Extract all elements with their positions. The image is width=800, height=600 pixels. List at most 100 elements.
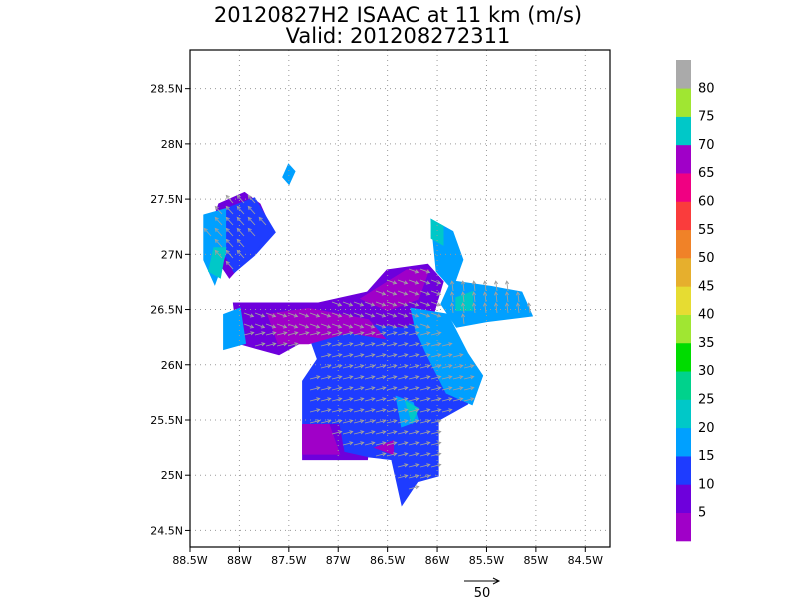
- wind-vector-18: [225, 238, 234, 248]
- wind-vector-46: [364, 301, 376, 307]
- y-tick-label: 28.5N: [150, 83, 183, 96]
- wind-vector-shaft: [309, 323, 320, 328]
- wind-vector-head: [437, 342, 442, 347]
- colorbar-label: 75: [698, 110, 715, 125]
- wind-vector-shaft: [386, 387, 397, 391]
- wind-vector-107: [276, 331, 288, 336]
- wind-vector-head: [315, 313, 321, 318]
- colorbar-segment: [676, 144, 691, 174]
- wind-vector-8: [225, 216, 234, 226]
- wind-vector-shaft: [408, 312, 419, 317]
- wind-vector-shaft: [419, 409, 430, 413]
- wind-vector-222: [441, 408, 453, 413]
- wind-vector-37: [449, 280, 455, 292]
- wind-vector-114: [353, 331, 365, 336]
- wind-vector-shaft: [364, 323, 375, 328]
- wind-vector-262: [419, 463, 431, 468]
- wind-vector-shaft: [353, 332, 364, 336]
- wind-vector-237: [353, 430, 365, 435]
- wind-vector-223: [309, 419, 321, 424]
- wind-vector-82: [493, 302, 499, 314]
- wind-vector-224: [320, 419, 332, 424]
- wind-vector-251: [408, 441, 420, 446]
- wind-vector-shaft: [441, 365, 452, 369]
- wind-vector-shaft: [243, 332, 254, 336]
- wind-vector-shaft: [408, 354, 419, 358]
- wind-vector-shaft: [237, 228, 245, 237]
- wind-vector-shaft: [419, 332, 430, 336]
- wind-vector-shaft: [254, 332, 265, 336]
- wind-vector-head: [436, 280, 442, 285]
- wind-vector-head: [459, 386, 464, 391]
- wind-vector-123: [265, 342, 277, 347]
- wind-vector-104: [243, 331, 255, 336]
- wind-vector-head: [404, 353, 409, 358]
- wind-vector-head: [382, 419, 387, 424]
- wind-vector-shaft: [254, 312, 265, 317]
- colorbar-label: 55: [698, 223, 715, 238]
- wind-vector-head: [371, 364, 376, 369]
- wind-vector-head: [526, 302, 532, 307]
- wind-vector-head: [349, 430, 354, 435]
- colorbar-label: 70: [698, 138, 715, 153]
- wind-vector-shaft: [386, 442, 397, 446]
- wind-vector-head: [381, 302, 387, 307]
- wind-vector-49: [397, 301, 409, 307]
- wind-vector-head: [382, 364, 387, 369]
- wind-vector-head: [504, 291, 510, 296]
- wind-vector-head: [371, 386, 376, 391]
- wind-vector-shaft: [331, 431, 342, 435]
- wind-region-8: [218, 197, 276, 274]
- wind-vector-98: [375, 323, 387, 329]
- wind-vector-shaft: [364, 398, 375, 402]
- wind-vector-62: [265, 312, 277, 318]
- y-tick-label: 25.5N: [150, 414, 183, 427]
- wind-vector-shaft: [342, 387, 353, 391]
- wind-vector-159: [408, 364, 420, 369]
- wind-vector-189: [408, 386, 420, 391]
- wind-vector-head: [382, 375, 387, 380]
- wind-vector-250: [397, 441, 409, 446]
- wind-vector-111: [320, 331, 332, 336]
- wind-vector-shaft: [397, 279, 408, 284]
- wind-vector-117: [386, 331, 398, 336]
- wind-vector-shaft: [386, 279, 397, 284]
- wind-vector-head: [327, 342, 332, 347]
- colorbar-segment: [676, 173, 691, 202]
- wind-vector-238: [364, 430, 376, 435]
- wind-vector-164: [463, 364, 475, 369]
- wind-vector-head: [437, 331, 442, 336]
- y-tick-label: 26N: [161, 359, 183, 372]
- wind-vector-head: [338, 419, 343, 424]
- wind-vector-shaft: [320, 354, 331, 358]
- wind-vector-head: [360, 386, 365, 391]
- wind-vector-shaft: [419, 420, 430, 424]
- wind-vector-head: [359, 302, 365, 307]
- wind-vector-147: [419, 353, 431, 358]
- wind-vector-shaft: [430, 376, 441, 380]
- wind-vector-shaft: [309, 312, 320, 317]
- wind-vector-head: [382, 408, 387, 413]
- wind-vector-230: [386, 419, 398, 424]
- wind-vector-47: [375, 301, 387, 307]
- wind-vector-head: [470, 364, 475, 369]
- wind-vector-shaft: [408, 420, 419, 424]
- wind-vector-head: [415, 485, 420, 490]
- colorbar-segment: [676, 60, 691, 89]
- wind-vector-149: [441, 353, 453, 358]
- wind-vector-33: [397, 290, 409, 296]
- colorbar-segment: [676, 88, 691, 117]
- wind-vector-head: [471, 291, 477, 296]
- wind-vector-head: [381, 313, 387, 318]
- wind-vector-head: [316, 408, 321, 413]
- wind-vector-head: [225, 194, 230, 200]
- wind-vector-21: [225, 249, 234, 259]
- wind-vector-head: [371, 408, 376, 413]
- wind-vector-shaft: [204, 228, 212, 237]
- wind-vector-head: [360, 430, 365, 435]
- wind-vector-shaft: [248, 206, 256, 215]
- y-tick-label: 28N: [161, 138, 183, 151]
- wind-vector-shaft: [430, 332, 441, 336]
- wind-vector-267: [408, 485, 420, 490]
- wind-vector-shaft: [397, 442, 408, 446]
